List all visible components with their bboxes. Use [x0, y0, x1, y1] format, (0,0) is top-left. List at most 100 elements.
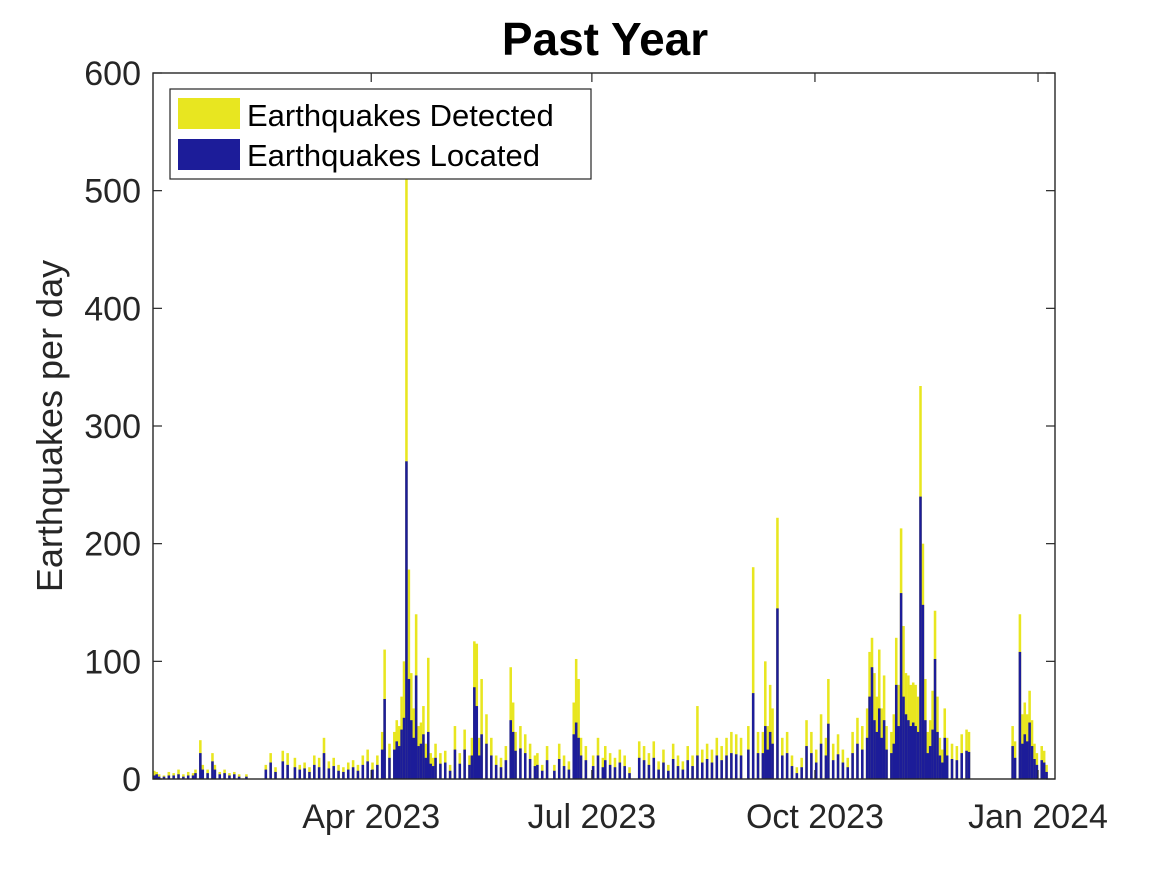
detected-bar — [795, 767, 799, 779]
located-bar — [601, 767, 605, 779]
located-bar — [431, 766, 435, 779]
located-bar — [924, 720, 927, 779]
y-tick-label: 600 — [84, 55, 141, 93]
located-bar — [785, 753, 789, 779]
located-bar — [153, 775, 156, 779]
located-bar — [448, 770, 452, 779]
located-bar — [637, 757, 641, 779]
located-bar — [453, 749, 457, 779]
located-bar — [671, 759, 675, 779]
legend-label-detected: Earthquakes Detected — [247, 98, 554, 133]
located-bar — [405, 461, 408, 779]
located-bar — [1033, 759, 1036, 779]
located-bar — [213, 769, 217, 779]
located-bar — [167, 775, 171, 779]
located-bar — [810, 753, 813, 779]
located-bar — [463, 749, 466, 779]
located-bar — [856, 743, 859, 779]
detected-bar — [407, 569, 411, 779]
located-bar — [429, 763, 432, 779]
located-bar — [1025, 741, 1029, 779]
located-bar — [388, 757, 391, 779]
located-bar — [686, 760, 689, 779]
detected-bars — [153, 178, 1048, 779]
located-bar — [933, 658, 937, 779]
detected-bar — [764, 661, 767, 779]
located-bar — [725, 755, 728, 779]
located-bar — [657, 769, 660, 779]
located-bar — [545, 760, 549, 779]
located-bar — [819, 743, 823, 779]
located-bar — [470, 755, 474, 779]
detected-bar — [237, 774, 241, 779]
detected-bar — [245, 774, 248, 779]
located-bar — [892, 743, 896, 779]
located-bar — [572, 734, 576, 779]
located-bar — [499, 767, 503, 779]
located-bar — [419, 743, 423, 779]
located-bar — [938, 755, 942, 779]
located-bar — [223, 773, 226, 779]
located-bar — [705, 759, 709, 779]
located-bar — [473, 687, 476, 779]
located-bar — [618, 762, 622, 779]
located-bar — [245, 776, 248, 779]
located-bar — [574, 722, 578, 779]
located-bar — [155, 774, 158, 779]
located-bar — [490, 755, 493, 779]
located-bar — [1021, 743, 1024, 779]
located-bar — [897, 726, 900, 779]
located-bar — [768, 731, 772, 779]
detected-bar — [577, 678, 580, 779]
located-bar — [177, 774, 180, 779]
located-bar — [504, 760, 508, 779]
located-bar — [885, 749, 888, 779]
located-bar — [410, 720, 413, 779]
located-bar — [921, 604, 925, 779]
located-bar — [890, 753, 893, 779]
located-bar — [293, 767, 297, 779]
located-bar — [642, 760, 646, 779]
located-bar — [191, 775, 195, 779]
located-bar — [827, 723, 830, 779]
located-bar — [613, 767, 617, 779]
located-bar — [1040, 760, 1043, 779]
located-bar — [439, 763, 442, 779]
located-bar — [911, 722, 915, 779]
located-bar — [342, 771, 345, 779]
located-bar — [480, 734, 483, 779]
located-bar — [400, 729, 403, 779]
located-bar — [286, 764, 289, 779]
located-bar — [676, 766, 680, 779]
located-bar — [371, 769, 374, 779]
located-bar — [1030, 746, 1034, 779]
located-bar — [380, 749, 384, 779]
located-bar — [228, 775, 231, 779]
located-bar — [308, 771, 311, 779]
located-bar — [800, 767, 803, 779]
located-bar — [756, 753, 760, 779]
located-bar — [1045, 771, 1048, 779]
located-bar — [604, 760, 607, 779]
located-bar — [494, 764, 498, 779]
located-bar — [298, 769, 302, 779]
located-bar — [528, 759, 532, 779]
located-bar — [955, 760, 959, 779]
y-tick-label: 0 — [122, 761, 141, 799]
located-bar — [943, 737, 947, 779]
located-bar — [907, 720, 910, 779]
located-bar — [414, 675, 418, 779]
located-bar — [945, 755, 949, 779]
located-bar — [950, 759, 954, 779]
located-bar — [395, 741, 399, 779]
located-bar — [201, 769, 205, 779]
located-bar — [831, 760, 835, 779]
located-bar — [899, 593, 903, 779]
located-bar — [591, 766, 595, 779]
located-bar — [233, 774, 236, 779]
legend-swatch-located — [178, 139, 240, 170]
located-bar — [567, 769, 571, 779]
located-bar — [162, 776, 166, 779]
located-bar — [509, 720, 512, 779]
located-bar — [424, 757, 428, 779]
